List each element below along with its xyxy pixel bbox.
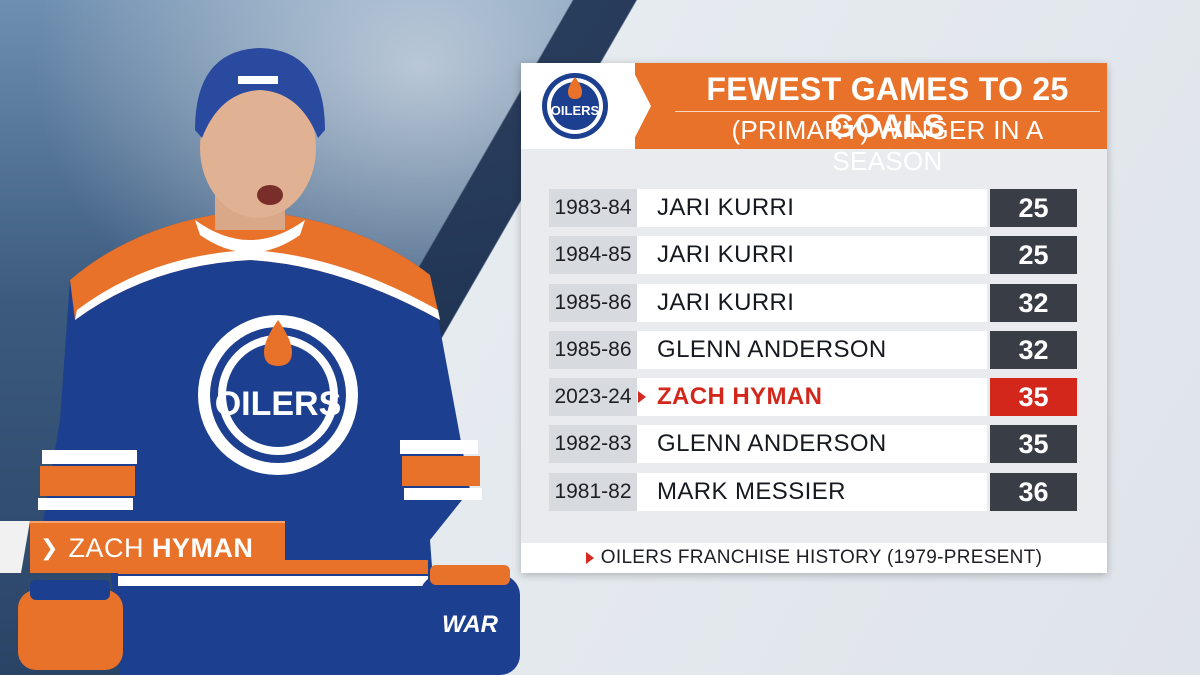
table-row: 1984-85 JARI KURRI 25 bbox=[549, 236, 1077, 275]
oilers-logo-icon: OILERS bbox=[542, 73, 608, 139]
player-cell: GLENN ANDERSON bbox=[637, 330, 987, 369]
player-cell: JARI KURRI bbox=[637, 236, 987, 275]
player-name: GLENN ANDERSON bbox=[657, 430, 887, 458]
games-cell: 32 bbox=[990, 330, 1077, 369]
player-name: JARI KURRI bbox=[657, 194, 795, 221]
season-cell: 1985-86 bbox=[549, 330, 637, 369]
panel-header: FEWEST GAMES TO 25 GOALS (PRIMARY) WINGE… bbox=[629, 63, 1107, 176]
season-cell: 1981-82 bbox=[549, 472, 637, 511]
player-cell: MARK MESSIER bbox=[637, 472, 987, 511]
player-image: OILERS WAR bbox=[18, 48, 520, 675]
player-cell: JARI KURRI bbox=[637, 283, 987, 322]
games-cell: 36 bbox=[990, 472, 1077, 511]
glove-brand-text: WAR bbox=[442, 611, 499, 638]
name-tag-last: HYMAN bbox=[151, 532, 254, 563]
player-name: JARI KURRI bbox=[657, 288, 795, 316]
table-row-highlighted: 2023-24 ZACH HYMAN 35 bbox=[549, 378, 1077, 417]
player-name: GLENN ANDERSON bbox=[657, 335, 887, 363]
chevron-right-icon: ❯ bbox=[40, 535, 59, 560]
team-logo-box: OILERS bbox=[521, 63, 629, 149]
table-row: 1985-86 GLENN ANDERSON 32 bbox=[549, 330, 1077, 369]
stats-rows: 1983-84 JARI KURRI 25 1984-85 JARI KURRI… bbox=[549, 189, 1077, 520]
games-cell: 25 bbox=[990, 236, 1077, 275]
name-tag: ❯ ZACH HYMAN bbox=[0, 521, 285, 573]
jersey-logo-text: OILERS bbox=[215, 385, 342, 423]
player-name: JARI KURRI bbox=[657, 241, 795, 269]
player-name: MARK MESSIER bbox=[657, 477, 846, 505]
player-cell: JARI KURRI bbox=[637, 189, 987, 227]
season-cell: 1983-84 bbox=[549, 189, 637, 227]
games-cell: 35 bbox=[990, 378, 1077, 417]
table-row: 1981-82 MARK MESSIER 36 bbox=[549, 472, 1077, 511]
triangle-marker-icon bbox=[638, 391, 646, 404]
player-cell: GLENN ANDERSON bbox=[637, 425, 987, 464]
panel-subtitle: (PRIMARY) WINGER IN A SEASON bbox=[731, 115, 1044, 176]
season-cell: 2023-24 bbox=[549, 378, 637, 417]
games-cell: 25 bbox=[990, 189, 1077, 227]
logo-text: OILERS bbox=[551, 103, 600, 118]
name-tag-cap bbox=[0, 521, 30, 573]
name-tag-body: ❯ ZACH HYMAN bbox=[30, 521, 285, 573]
triangle-bullet-icon bbox=[585, 552, 594, 564]
header-notch bbox=[629, 63, 651, 149]
table-row: 1982-83 GLENN ANDERSON 35 bbox=[549, 425, 1077, 464]
stats-panel: OILERS FEWEST GAMES TO 25 GOALS (PRIMARY… bbox=[521, 63, 1107, 573]
games-cell: 32 bbox=[990, 283, 1077, 322]
name-tag-first: ZACH bbox=[68, 532, 144, 563]
table-row: 1985-86 JARI KURRI 32 bbox=[549, 283, 1077, 322]
player-cell: ZACH HYMAN bbox=[637, 378, 987, 417]
panel-title: FEWEST GAMES TO 25 GOALS bbox=[706, 71, 1069, 144]
player-name: ZACH HYMAN bbox=[657, 383, 823, 411]
games-cell: 35 bbox=[990, 425, 1077, 464]
season-cell: 1985-86 bbox=[549, 283, 637, 322]
title-rule bbox=[675, 111, 1100, 112]
season-cell: 1982-83 bbox=[549, 425, 637, 464]
season-cell: 1984-85 bbox=[549, 236, 637, 275]
panel-footer: OILERS FRANCHISE HISTORY (1979-PRESENT) bbox=[521, 543, 1107, 573]
footer-text: OILERS FRANCHISE HISTORY (1979-PRESENT) bbox=[600, 547, 1043, 568]
table-row: 1983-84 JARI KURRI 25 bbox=[549, 189, 1077, 227]
